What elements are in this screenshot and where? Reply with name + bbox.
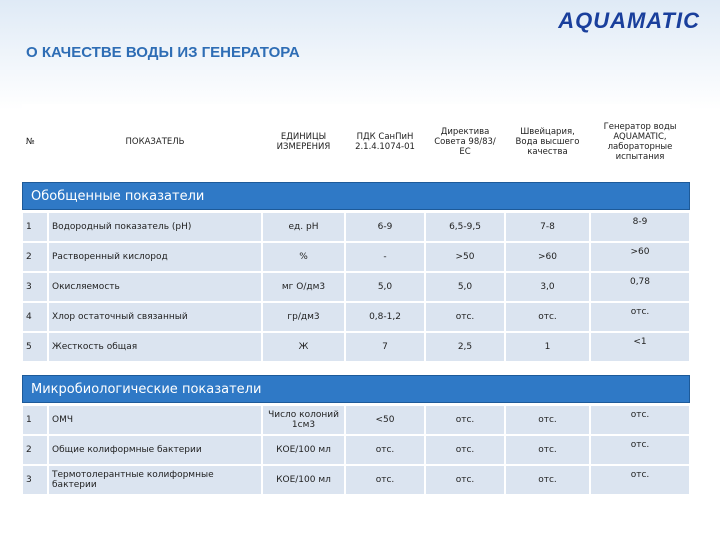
table-cell: отс.	[505, 405, 590, 435]
table-cell: <1	[590, 332, 690, 362]
table-cell: 0,8-1,2	[345, 302, 425, 332]
table-cell: 6,5-9,5	[425, 212, 505, 242]
table-cell: отс.	[590, 465, 690, 495]
table-cell: Число колоний 1см3	[262, 405, 345, 435]
table-cell: 7-8	[505, 212, 590, 242]
table-cell: Жесткость общая	[48, 332, 262, 362]
table-cell: КОЕ/100 мл	[262, 465, 345, 495]
table-cell: мг О/дм3	[262, 272, 345, 302]
table-cell: отс.	[590, 405, 690, 435]
column-header: Генератор воды AQUAMATIC, лабораторные и…	[590, 104, 690, 180]
table-cell: -	[345, 242, 425, 272]
column-header: ЕДИНИЦЫ ИЗМЕРЕНИЯ	[262, 104, 345, 180]
table-cell: отс.	[425, 302, 505, 332]
table-cell: >60	[505, 242, 590, 272]
table-cell: 1	[505, 332, 590, 362]
table-cell: 2	[22, 242, 48, 272]
table-cell: 4	[22, 302, 48, 332]
table-cell: отс.	[590, 302, 690, 332]
table-cell: >60	[590, 242, 690, 272]
table-cell: <50	[345, 405, 425, 435]
column-header: №	[22, 104, 48, 180]
table-cell: Общие колиформные бактерии	[48, 435, 262, 465]
table-cell: отс.	[425, 465, 505, 495]
column-header: ПОКАЗАТЕЛЬ	[48, 104, 262, 180]
table-cell: ед. pH	[262, 212, 345, 242]
table-cell: 2	[22, 435, 48, 465]
table-cell: 5	[22, 332, 48, 362]
slide-title: О КАЧЕСТВЕ ВОДЫ ИЗ ГЕНЕРАТОРА	[26, 44, 300, 61]
table-cell: Ж	[262, 332, 345, 362]
table-cell: отс.	[505, 465, 590, 495]
table-cell: 6-9	[345, 212, 425, 242]
table-cell: 3	[22, 465, 48, 495]
table-cell: Окисляемость	[48, 272, 262, 302]
table-cell: отс.	[505, 435, 590, 465]
table-cell: Хлор остаточный связанный	[48, 302, 262, 332]
table-cell: отс.	[345, 465, 425, 495]
column-header: ПДК СанПиН 2.1.4.1074-01	[345, 104, 425, 180]
table-cell: >50	[425, 242, 505, 272]
table-cell: 5,0	[345, 272, 425, 302]
column-header: Швейцария, Вода высшего качества	[505, 104, 590, 180]
logo: AQUAMATIC	[558, 8, 700, 33]
table-cell: ОМЧ	[48, 405, 262, 435]
section-title: Обобщенные показатели	[22, 182, 690, 210]
table-cell: 0,78	[590, 272, 690, 302]
table-cell: Термотолерантные колиформные бактерии	[48, 465, 262, 495]
table-cell: отс.	[425, 435, 505, 465]
column-header: Директива Совета 98/83/ЕС	[425, 104, 505, 180]
table-cell: 8-9	[590, 212, 690, 242]
table-cell: 3	[22, 272, 48, 302]
table-cell: Растворенный кислород	[48, 242, 262, 272]
table-cell: отс.	[590, 435, 690, 465]
table-cell: КОЕ/100 мл	[262, 435, 345, 465]
table-cell: 7	[345, 332, 425, 362]
table-cell: 1	[22, 212, 48, 242]
table-cell: отс.	[345, 435, 425, 465]
table-cell: отс.	[505, 302, 590, 332]
table-cell: %	[262, 242, 345, 272]
table-cell: 2,5	[425, 332, 505, 362]
table-cell: 3,0	[505, 272, 590, 302]
table-cell: Водородный показатель (pH)	[48, 212, 262, 242]
section-title: Микробиологические показатели	[22, 375, 690, 403]
table-cell: гр/дм3	[262, 302, 345, 332]
table-cell: 5,0	[425, 272, 505, 302]
table-cell: отс.	[425, 405, 505, 435]
table-cell: 1	[22, 405, 48, 435]
